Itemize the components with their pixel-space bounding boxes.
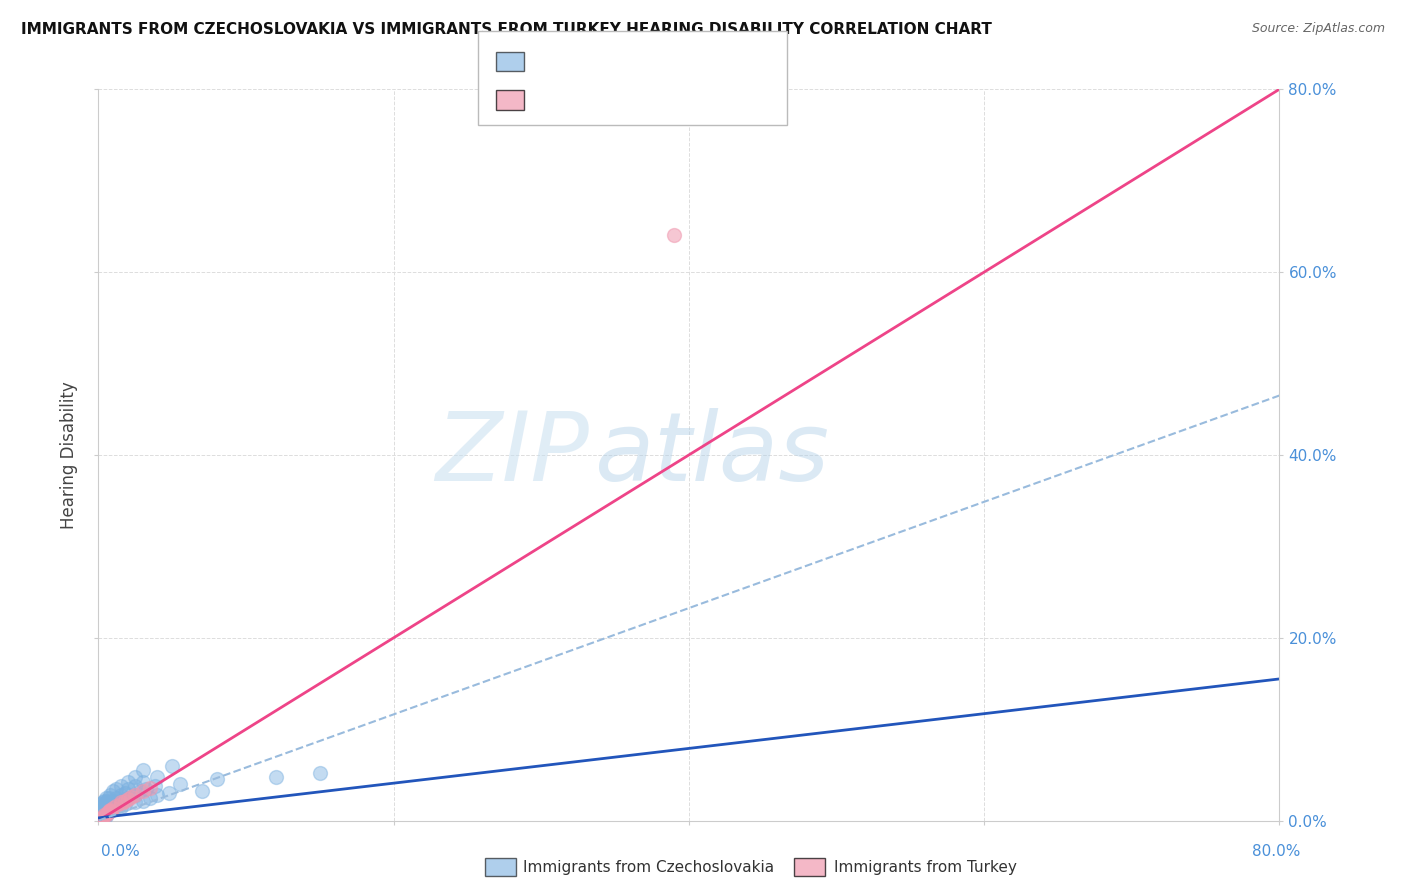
Point — [90, 803, 112, 817]
Point — [91, 810, 114, 824]
Text: Source: ZipAtlas.com: Source: ZipAtlas.com — [1251, 22, 1385, 36]
Point — [97, 799, 120, 814]
Point — [132, 784, 155, 798]
Point — [98, 803, 121, 817]
Point — [93, 797, 115, 812]
Point — [110, 797, 132, 812]
Text: IMMIGRANTS FROM CZECHOSLOVAKIA VS IMMIGRANTS FROM TURKEY HEARING DISABILITY CORR: IMMIGRANTS FROM CZECHOSLOVAKIA VS IMMIGR… — [21, 22, 993, 37]
Point — [89, 812, 111, 826]
Point — [98, 788, 121, 802]
Point — [105, 797, 128, 812]
Point — [105, 790, 128, 805]
Text: Immigrants from Turkey: Immigrants from Turkey — [834, 860, 1017, 874]
Point — [93, 808, 115, 822]
Point — [91, 810, 114, 824]
Point — [664, 228, 686, 243]
Point — [139, 780, 162, 795]
Point — [110, 793, 132, 807]
Point — [96, 793, 118, 807]
Point — [117, 775, 139, 789]
Point — [169, 777, 191, 791]
Y-axis label: Hearing Disability: Hearing Disability — [60, 381, 79, 529]
Point — [94, 809, 117, 823]
Point — [117, 791, 139, 805]
Point — [96, 806, 118, 821]
Point — [191, 784, 214, 798]
Point — [103, 800, 125, 814]
Point — [124, 788, 146, 802]
Point — [124, 779, 146, 793]
Point — [89, 805, 111, 819]
Point — [132, 793, 155, 807]
Point — [124, 788, 146, 802]
Point — [205, 772, 228, 787]
Point — [90, 807, 112, 822]
Point — [264, 770, 287, 784]
Text: ZIP: ZIP — [434, 409, 589, 501]
Point — [105, 781, 128, 796]
Point — [139, 790, 162, 805]
Point — [135, 781, 157, 796]
Point — [98, 805, 121, 819]
Point — [93, 811, 115, 825]
Point — [97, 805, 120, 819]
Text: 0.0%: 0.0% — [101, 845, 141, 859]
Point — [103, 793, 125, 807]
Point — [143, 779, 166, 793]
Point — [117, 781, 139, 796]
Point — [90, 812, 112, 826]
Point — [96, 806, 118, 821]
Point — [309, 766, 332, 780]
Point — [103, 801, 125, 815]
Point — [124, 796, 146, 810]
Point — [120, 789, 142, 804]
Text: R = 0.977  N = 20: R = 0.977 N = 20 — [533, 90, 697, 108]
Point — [91, 800, 114, 814]
Text: atlas: atlas — [595, 409, 830, 501]
Point — [94, 803, 117, 817]
Point — [162, 758, 183, 772]
Text: 80.0%: 80.0% — [1253, 845, 1301, 859]
Point — [96, 801, 118, 815]
Point — [110, 796, 132, 810]
Point — [114, 786, 136, 800]
Text: Immigrants from Czechoslovakia: Immigrants from Czechoslovakia — [523, 860, 775, 874]
Point — [91, 806, 114, 821]
Point — [94, 790, 117, 805]
Point — [128, 784, 150, 798]
Point — [146, 788, 169, 802]
Point — [110, 788, 132, 802]
Point — [98, 805, 121, 819]
Point — [89, 812, 111, 826]
Point — [117, 790, 139, 805]
Point — [97, 790, 120, 805]
Point — [105, 799, 128, 814]
Text: R = 0.509  N = 64: R = 0.509 N = 64 — [533, 52, 697, 70]
Point — [93, 793, 115, 807]
Point — [103, 784, 125, 798]
Point — [93, 805, 115, 819]
Point — [114, 797, 136, 812]
Point — [146, 770, 169, 784]
Point — [94, 808, 117, 822]
Point — [132, 775, 155, 789]
Point — [114, 793, 136, 807]
Point — [89, 809, 111, 823]
Point — [91, 796, 114, 810]
Point — [110, 779, 132, 793]
Point — [89, 800, 111, 814]
Point — [132, 764, 155, 778]
Point — [90, 797, 112, 812]
Point — [98, 797, 121, 812]
Point — [90, 811, 112, 825]
Point — [94, 796, 117, 810]
Point — [157, 786, 180, 800]
Point — [124, 770, 146, 784]
Point — [100, 803, 122, 817]
Point — [110, 800, 132, 814]
